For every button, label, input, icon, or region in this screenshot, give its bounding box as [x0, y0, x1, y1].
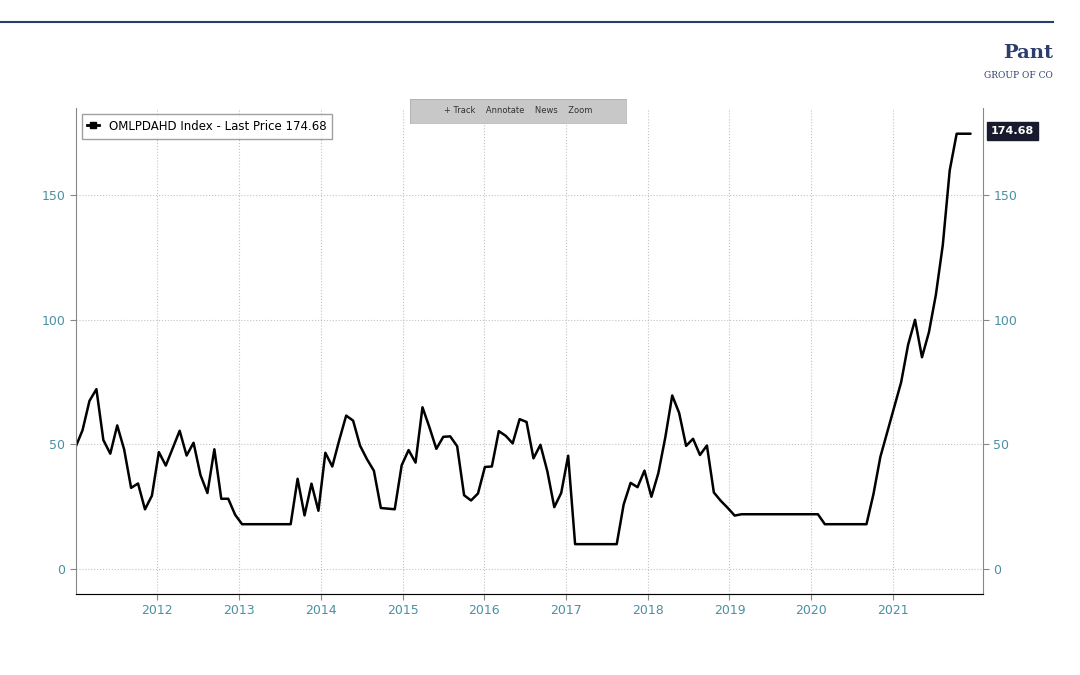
- Text: 174.68: 174.68: [991, 126, 1035, 136]
- Text: Pant: Pant: [1003, 44, 1053, 62]
- Text: GROUP OF CO: GROUP OF CO: [984, 71, 1053, 80]
- Legend: OMLPDAHD Index - Last Price 174.68: OMLPDAHD Index - Last Price 174.68: [81, 114, 333, 138]
- Text: + Track    Annotate    News    Zoom: + Track Annotate News Zoom: [444, 106, 593, 115]
